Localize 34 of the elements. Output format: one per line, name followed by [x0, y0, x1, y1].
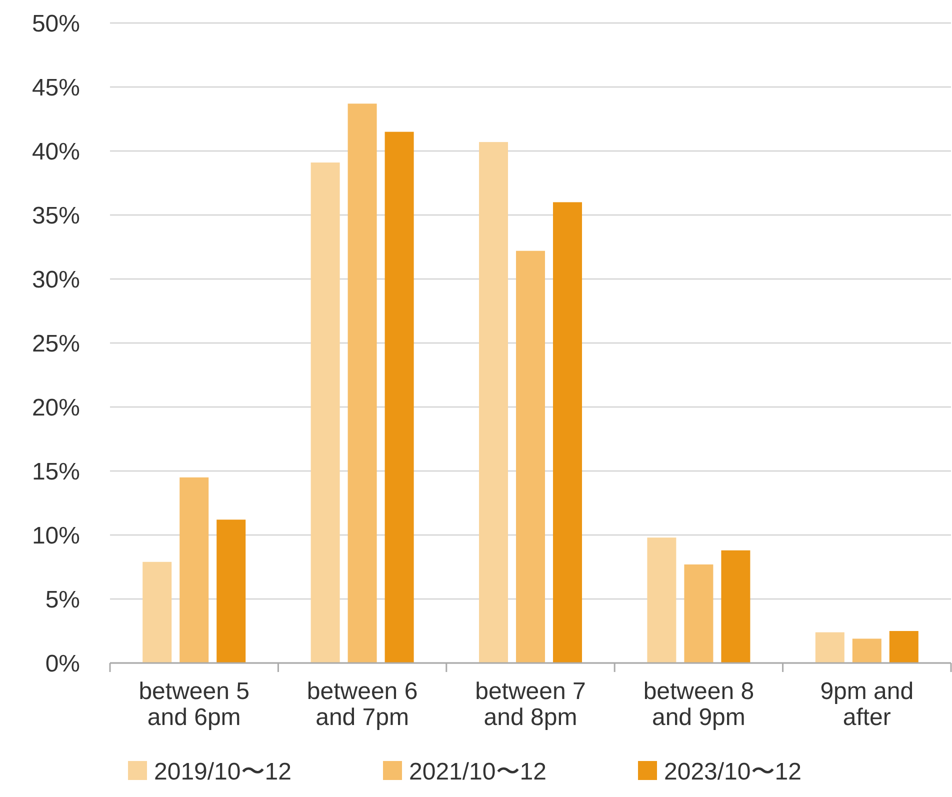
bar: [647, 538, 676, 663]
bar: [721, 550, 750, 663]
x-tick-label: 9pm and after: [820, 678, 914, 731]
bar: [384, 132, 414, 663]
bar: [516, 250, 545, 663]
x-tick-label: between 6 and 7pm: [306, 678, 418, 731]
y-tick-label: 15%: [32, 458, 80, 486]
y-tick-label: 35%: [32, 202, 80, 230]
x-tick-label: between 8 and 9pm: [643, 678, 754, 731]
bar: [216, 520, 246, 663]
y-tick-label: 45%: [32, 74, 80, 102]
bar: [852, 638, 882, 663]
bar: [684, 564, 714, 663]
legend-label: 2019/10〜12: [154, 758, 292, 786]
bar: [142, 562, 172, 663]
y-tick-label: 25%: [32, 330, 80, 358]
y-tick-label: 40%: [32, 138, 80, 166]
y-tick-label: 20%: [32, 394, 80, 422]
y-tick-label: 10%: [32, 522, 80, 550]
x-tick-label: between 7 and 8pm: [475, 678, 586, 731]
y-tick-label: 30%: [32, 266, 80, 294]
bar: [180, 477, 209, 663]
y-tick-label: 50%: [32, 10, 80, 38]
legend-label: 2021/10〜12: [409, 758, 546, 786]
bar: [310, 162, 340, 663]
x-tick-label: between 5 and 6pm: [138, 678, 250, 731]
bar: [553, 202, 582, 663]
bar: [815, 632, 844, 663]
bar: [889, 631, 918, 663]
legend-label: 2023/10〜12: [664, 758, 802, 786]
bar: [348, 104, 377, 663]
y-tick-label: 5%: [45, 586, 80, 614]
bar: [479, 142, 508, 663]
y-tick-label: 0%: [45, 650, 80, 678]
